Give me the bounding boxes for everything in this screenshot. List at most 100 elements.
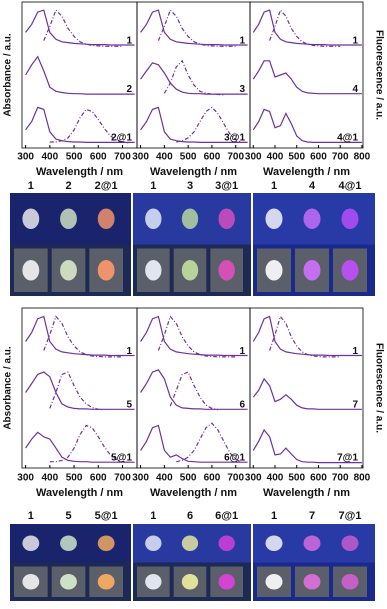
row-label: 5@1	[111, 453, 132, 464]
absorbance-line	[252, 9, 362, 46]
x-tick-label: 500	[66, 152, 83, 163]
x-tick-label: 300	[245, 152, 262, 163]
x-axis-label: Wavelength / nm	[263, 487, 350, 499]
absorbance-line	[252, 428, 362, 464]
photo-label: 7@1	[339, 510, 362, 522]
x-tick-label: 400	[156, 152, 173, 163]
x-tick-label: 400	[156, 473, 173, 484]
panel-frame	[21, 1, 138, 149]
fluorescence-line	[49, 371, 105, 411]
row-label: 1	[126, 346, 132, 357]
sample-spot	[341, 574, 359, 590]
absorbance-line	[140, 369, 248, 410]
x-tick-label: 800	[354, 152, 371, 163]
x-tick-label: 700	[227, 473, 244, 484]
fluorescence-line	[157, 9, 236, 47]
fluorescence-line	[43, 9, 123, 47]
row-label: 1	[352, 346, 358, 357]
sample-spot	[181, 574, 199, 590]
photo-label: 1	[271, 180, 277, 192]
x-tick-label: 700	[114, 473, 131, 484]
x-tick-label: 800	[354, 473, 371, 484]
x-tick-label: 500	[66, 473, 83, 484]
sample-spot	[218, 574, 235, 590]
absorbance-line	[252, 108, 362, 143]
fluorescence-line	[269, 315, 341, 358]
panel-frame	[136, 1, 251, 149]
absorbance-line	[140, 62, 248, 95]
sample-spot	[303, 535, 321, 551]
fluorescence-line	[49, 424, 129, 464]
photo-label: 1	[150, 510, 156, 522]
x-tick-label: 300	[132, 473, 149, 484]
fluorescence-line	[169, 371, 219, 411]
photo-label: 5	[65, 510, 71, 522]
row-label: 2@1	[111, 133, 132, 144]
sample-spot	[218, 535, 235, 551]
sample-spot	[145, 259, 162, 281]
photo-label: 5@1	[95, 510, 118, 522]
x-tick-label: 400	[267, 152, 284, 163]
x-axis-label: Wavelength / nm	[263, 166, 350, 178]
fluorescence-line	[163, 59, 224, 96]
photo-label: 4	[309, 180, 316, 192]
sample-spot	[97, 535, 115, 551]
photo-label: 1	[28, 180, 34, 192]
y2-axis-label: Fluorescence / a.u.	[373, 343, 384, 433]
x-tick-label: 300	[17, 473, 34, 484]
y2-axis-label: Fluorescence / a.u.	[373, 30, 384, 120]
sample-spot	[265, 574, 283, 590]
y-axis-label: Absorbance / a.u.	[3, 33, 14, 117]
absorbance-line	[140, 106, 248, 143]
row-label: 7@1	[337, 453, 358, 464]
absorbance-line	[25, 431, 135, 463]
x-tick-label: 400	[41, 473, 58, 484]
sample-spot	[97, 574, 115, 590]
sample-spot	[341, 535, 359, 551]
photo-label: 4@1	[339, 180, 362, 192]
fluorescence-line	[176, 106, 242, 143]
x-tick-label: 400	[41, 152, 58, 163]
panel-frame	[136, 307, 251, 469]
fluorescence-line	[49, 108, 129, 144]
x-tick-label: 600	[90, 473, 107, 484]
photo-label: 2@1	[95, 180, 118, 192]
absorbance-line	[25, 371, 135, 410]
y-axis-label: Absorbance / a.u.	[3, 346, 14, 430]
sample-spot	[145, 535, 162, 551]
absorbance-line	[140, 424, 248, 463]
row-label: 1	[352, 35, 358, 46]
x-tick-label: 300	[132, 152, 149, 163]
sample-spot	[22, 535, 40, 551]
x-tick-label: 600	[204, 152, 221, 163]
panel-frame	[249, 307, 364, 469]
fluorescence-line	[157, 315, 236, 358]
sample-spot	[181, 535, 199, 551]
sample-spot	[145, 208, 162, 230]
sample-spot	[218, 208, 235, 230]
absorbance-line	[25, 55, 135, 95]
sample-spot	[265, 535, 283, 551]
x-tick-label: 300	[245, 473, 262, 484]
fluorescence-line	[43, 315, 123, 358]
x-axis-label: Wavelength / nm	[150, 487, 237, 499]
photo-label: 3	[187, 180, 193, 192]
x-tick-label: 700	[332, 473, 349, 484]
sample-spot	[97, 259, 115, 281]
x-tick-label: 300	[17, 152, 34, 163]
photo-label: 1	[271, 510, 277, 522]
sample-spot	[22, 208, 40, 230]
sample-spot	[22, 259, 40, 281]
fluorescence-line	[176, 422, 242, 463]
row-label: 6@1	[224, 453, 245, 464]
photo-label: 3@1	[215, 180, 238, 192]
absorbance-line	[25, 315, 135, 357]
sample-spot	[181, 259, 199, 281]
x-tick-label: 700	[332, 152, 349, 163]
x-tick-label: 700	[114, 152, 131, 163]
panel-frame	[21, 307, 138, 469]
sample-spot	[218, 259, 235, 281]
x-tick-label: 500	[180, 152, 197, 163]
sample-spot	[145, 574, 162, 590]
